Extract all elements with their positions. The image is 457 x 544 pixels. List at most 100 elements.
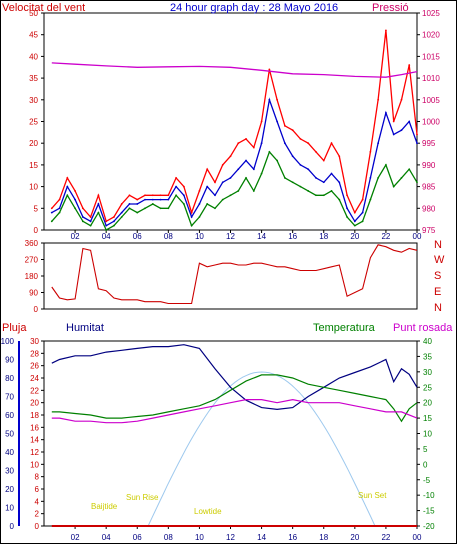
wind-average-point [252,168,255,171]
wind-average-point [237,168,240,171]
wind-series [50,29,418,231]
wind-green-point [206,203,209,205]
wind-average-point [81,216,84,218]
wind-speed-point [408,64,411,66]
rain-tick-label: 14 [30,436,39,445]
wind-direction-series [51,244,418,305]
wind-average-point [346,207,348,210]
wind-speed-point [198,190,201,192]
wind-direction-degree-ticks: 0 90 180 270 360 [25,239,44,314]
humidity-tick-label: 50 [5,430,14,439]
pressure-ticks: 975 980 985 990 995 1000 1005 1010 1015 1020 1025 [417,9,440,235]
wind-average-point [136,203,139,205]
wind-green-point [385,164,387,166]
rain-tick-label: 0 [35,522,40,531]
wind-green-point [338,198,341,201]
pressure-tick-label: 1010 [422,74,440,83]
wind-green-point [120,216,123,218]
wind-average-point [322,181,325,184]
wind-average-point [276,120,279,123]
bottom-x-tick-label: 20 [350,533,359,542]
temperature-tick-label: 10 [423,430,432,439]
wind-speed-tick-label: 0 [34,226,39,235]
wind-average-point [369,177,372,179]
lowtide-annotation: Lowtide [194,507,222,516]
wind-speed-point [89,216,92,218]
rain-axis-title: Pluja [2,322,27,334]
wind-speed-point [283,124,286,127]
wind-speed-point [252,146,255,149]
solar-radiation-line [147,371,376,527]
wind-speed-point [167,194,170,197]
wind-direction-panel: 0 90 180 270 360 N W S E N [25,239,445,314]
rain-tick-label: 4 [35,497,40,506]
wind-average-point [206,185,209,188]
wind-speed-point [229,155,232,158]
wind-speed-point [105,220,108,223]
wind-average-point [229,177,232,179]
wind-direction-tick-label: 270 [25,256,39,265]
wind-green-point [105,229,108,231]
bottom-x-tick-label: 18 [319,533,328,542]
wind-speed-point [190,211,193,214]
top-x-ticks: 02 04 06 08 10 12 14 16 18 20 22 00 [71,230,422,241]
pressure-tick-label: 1000 [422,118,440,127]
wind-speed-point [237,142,240,145]
wind-speed-point [416,133,418,136]
wind-green-point [245,177,247,179]
wind-average-point [182,194,185,197]
wind-average-point [58,207,61,210]
wind-green-point [144,207,146,210]
wind-speed-tick-label: 50 [29,9,38,18]
pressure-tick-label: 980 [422,204,436,213]
top-x-tick-label: 00 [413,232,422,241]
wind-green-point [136,211,139,214]
wind-speed-tick-label: 10 [29,183,38,192]
wind-direction-tick-label: 90 [29,289,38,298]
pressure-tick-label: 1005 [422,96,440,105]
wind-speed-point [136,198,139,201]
rain-tick-label: 20 [30,399,39,408]
wind-green-point [81,220,84,223]
wind-speed-point [66,177,69,179]
wind-green-point [151,203,154,205]
wind-speed-point [299,137,302,140]
wind-green-point [190,224,193,227]
wind-average-point [50,211,53,214]
wind-green-point [392,185,395,188]
wind-green-point [400,177,403,179]
wind-green-point [175,194,178,197]
wind-speed-point [214,181,216,184]
wind-speed-point [221,164,224,166]
humidity-tick-label: 0 [10,522,15,531]
wind-speed-point [330,142,333,145]
wind-average-point [97,203,100,205]
compass-labels: N W S E N [434,239,445,314]
pressure-tick-label: 1020 [422,31,440,40]
wind-speed-point [291,129,294,132]
wind-green-point [237,190,240,192]
wind-green-point [74,207,76,210]
pressure-tick-label: 975 [422,226,436,235]
temperature-tick-label: 20 [423,399,432,408]
bottom-x-tick-label: 10 [195,533,204,542]
chart-title: 24 hour graph day : 28 Mayo 2016 [170,2,338,14]
wind-green-point [214,207,216,210]
wind-average-line [51,97,418,227]
wind-green-line [51,150,418,231]
rain-tick-label: 26 [30,362,39,371]
wind-speed-point [276,98,279,101]
wind-green-point [221,198,224,201]
top-x-tick-label: 12 [226,232,235,241]
rain-tick-label: 8 [35,473,40,482]
wind-speed-tick-label: 15 [29,161,38,170]
wind-speed-point [120,203,123,205]
temperature-tick-label: 5 [423,445,428,454]
bottom-x-tick-label: 16 [288,533,297,542]
sunset-annotation: Sun Set [358,491,387,500]
temperature-tick-label: 40 [423,337,432,346]
temperature-plot-area [43,340,418,527]
wind-speed-tick-label: 30 [29,96,38,105]
sunrise-annotation: Sun Rise [126,493,159,502]
